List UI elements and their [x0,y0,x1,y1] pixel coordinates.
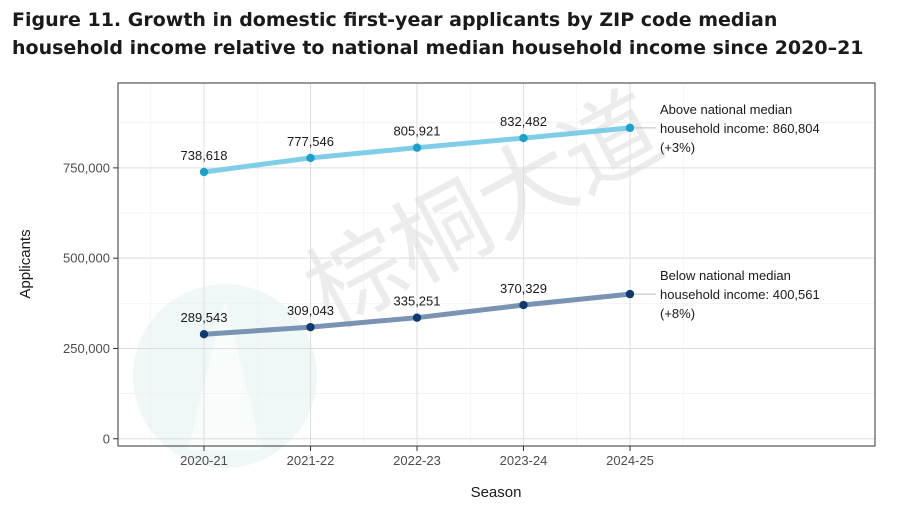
x-tick-label: 2023-24 [500,453,548,468]
data-label: 370,329 [500,281,547,296]
data-label: 335,251 [394,294,441,309]
data-point [412,143,422,152]
data-point [625,289,635,299]
y-tick-label: 250,000 [63,341,110,356]
x-tick-label: 2021-22 [287,453,335,468]
plot-panel-border [117,82,876,447]
series-layer: 738,618 777,546 805,921 832,482 289,543 309,0… [181,114,635,339]
x-tick-label: 2020-21 [180,453,228,468]
grid-minor-lines [118,83,875,446]
watermark-logo-mark-icon [188,300,262,450]
figure-title: Figure 11. Growth in domestic first-year… [12,9,864,59]
data-label: 738,618 [181,148,228,163]
data-label: 805,921 [394,124,441,139]
x-axis-title: Season [471,484,522,501]
y-axis: 0 250,000 500,000 750,000 [63,160,118,446]
y-tick-label: 0 [103,431,110,446]
data-point [306,153,315,163]
end-annotation-line: (+3%) [660,140,695,155]
data-point [412,313,422,322]
data-point [625,123,635,133]
data-point [199,167,209,177]
data-label: 777,546 [287,134,334,149]
x-axis: 2020-21 2021-22 2022-23 2023-24 2024-25 [180,446,654,468]
data-point [306,322,315,332]
x-tick-label: 2022-23 [393,453,441,468]
end-annotation-line: Below national median [660,268,791,283]
data-label: 832,482 [500,114,547,129]
data-point [519,133,528,143]
data-point [519,300,528,310]
end-annotation-line: household income: 400,561 [660,287,820,302]
end-annotations: Above national median household income: 8… [634,102,820,321]
data-label: 309,043 [287,303,334,318]
y-tick-label: 750,000 [63,160,110,175]
data-label: 289,543 [181,310,228,325]
end-annotation-line: household income: 860,804 [660,121,820,136]
grid-major-lines [118,83,875,446]
end-annotation-line: (+8%) [660,306,695,321]
y-tick-label: 500,000 [63,251,110,266]
end-annotation-line: Above national median [660,102,792,117]
data-point [199,329,209,339]
y-axis-title: Applicants [17,229,34,298]
x-tick-label: 2024-25 [606,453,654,468]
